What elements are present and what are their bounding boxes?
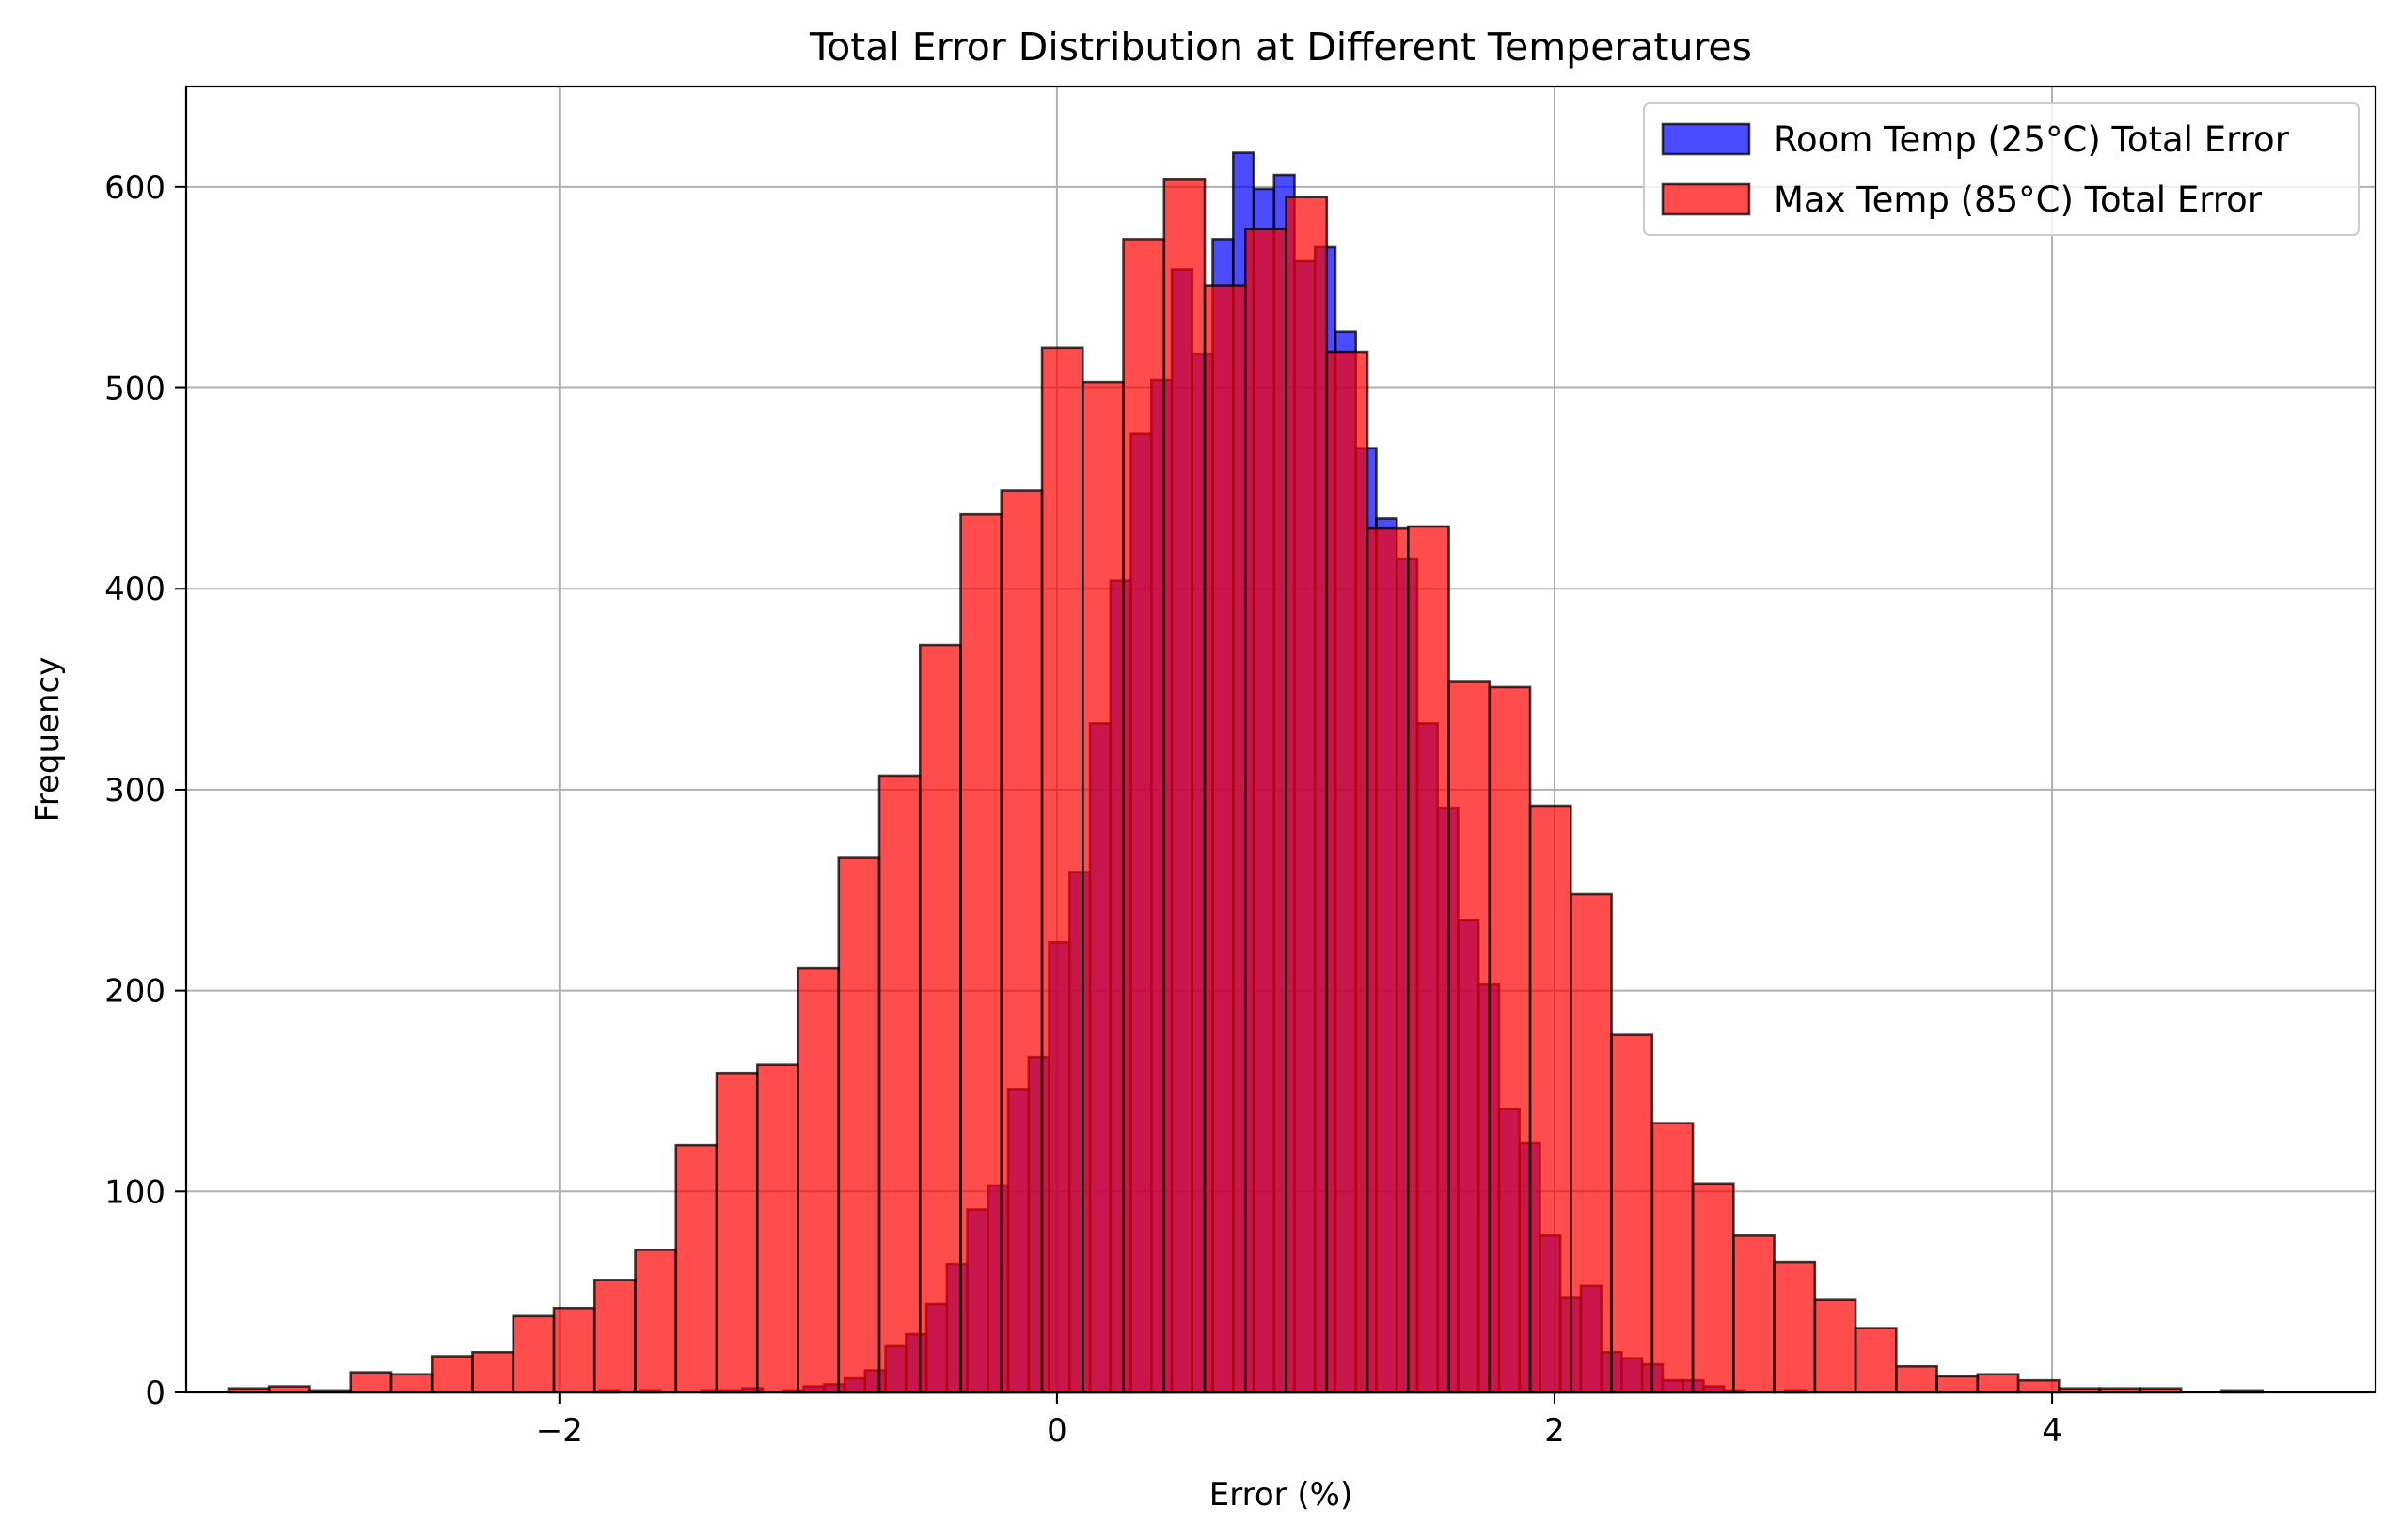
series-1-bar-27 bbox=[1325, 350, 1369, 1394]
series-1-bar-43 bbox=[1976, 1373, 2020, 1394]
series-1-bar-30 bbox=[1447, 680, 1492, 1394]
series-1-bar-33 bbox=[1570, 892, 1613, 1394]
series-1-bar-42 bbox=[1935, 1375, 1980, 1394]
series-1-bar-35 bbox=[1650, 1122, 1695, 1394]
series-1-bar-24 bbox=[1203, 284, 1247, 1394]
series-1-bar-29 bbox=[1407, 525, 1450, 1394]
series-1-bar-7 bbox=[512, 1314, 556, 1394]
series-1-bar-19 bbox=[1000, 489, 1044, 1394]
series-1-bar-17 bbox=[918, 643, 962, 1394]
y-tick-label-2: 200 bbox=[104, 973, 166, 1011]
series-1-bar-28 bbox=[1366, 526, 1410, 1394]
series-1-bar-37 bbox=[1732, 1234, 1776, 1394]
series-1-bar-13 bbox=[755, 1063, 799, 1394]
series-1-bar-25 bbox=[1244, 228, 1287, 1394]
y-tick-label-6: 600 bbox=[104, 169, 166, 207]
legend-label-1: Max Temp (85°C) Total Error bbox=[1774, 180, 2263, 220]
series-1-bar-44 bbox=[2016, 1378, 2061, 1394]
legend-swatch-1 bbox=[1661, 182, 1751, 216]
series-1-bar-36 bbox=[1691, 1182, 1735, 1394]
series-1-bar-26 bbox=[1285, 196, 1329, 1394]
series-1-bar-31 bbox=[1488, 685, 1532, 1394]
legend-swatch-0 bbox=[1661, 122, 1751, 156]
x-tick-label-1: 0 bbox=[1047, 1412, 1067, 1450]
series-1-bar-23 bbox=[1162, 177, 1207, 1394]
series-1-bar-38 bbox=[1773, 1260, 1817, 1394]
x-tick-label-3: 4 bbox=[2042, 1412, 2062, 1450]
series-1-bar-11 bbox=[674, 1143, 718, 1394]
legend: Room Temp (25°C) Total Error Max Temp (85… bbox=[1643, 102, 2360, 236]
series-1-bar-16 bbox=[877, 774, 922, 1394]
series-1-bar-41 bbox=[1895, 1364, 1938, 1394]
series-1-bar-40 bbox=[1854, 1327, 1898, 1394]
series-1-bar-21 bbox=[1081, 380, 1125, 1394]
series-1-bar-15 bbox=[837, 856, 881, 1394]
series-1-bar-34 bbox=[1610, 1033, 1654, 1394]
series-1-bar-8 bbox=[552, 1306, 596, 1394]
y-tick-label-1: 100 bbox=[104, 1173, 166, 1211]
ticks: −2 0 2 4 0 100 200 300 400 500 600 bbox=[104, 169, 2062, 1450]
y-axis-label: Frequency bbox=[29, 657, 67, 823]
legend-box bbox=[1643, 102, 2360, 236]
series-1-bar-6 bbox=[471, 1350, 515, 1394]
series-1-bar-9 bbox=[592, 1279, 637, 1394]
x-tick-label-2: 2 bbox=[1544, 1412, 1565, 1450]
bars bbox=[227, 151, 2264, 1394]
series-1-bar-18 bbox=[959, 512, 1003, 1394]
series-1-bar-12 bbox=[715, 1071, 759, 1394]
series-1-bar-5 bbox=[430, 1355, 474, 1394]
series-1-bar-14 bbox=[797, 966, 841, 1394]
y-tick-label-4: 400 bbox=[104, 571, 166, 608]
x-tick-label-0: −2 bbox=[536, 1412, 583, 1450]
y-tick-label-3: 300 bbox=[104, 772, 166, 809]
series-1-bar-10 bbox=[634, 1248, 678, 1394]
series-1-bar-4 bbox=[389, 1373, 434, 1394]
series-1-bar-32 bbox=[1528, 804, 1572, 1394]
legend-label-0: Room Temp (25°C) Total Error bbox=[1774, 119, 2290, 160]
series-1-bar-22 bbox=[1122, 238, 1166, 1394]
series-1-bar-3 bbox=[349, 1371, 393, 1394]
y-tick-label-0: 0 bbox=[145, 1375, 166, 1412]
chart-title: Total Error Distribution at Different Te… bbox=[809, 24, 1752, 70]
y-tick-label-5: 500 bbox=[104, 370, 166, 408]
x-axis-label: Error (%) bbox=[1209, 1476, 1353, 1514]
series-1-bar-39 bbox=[1813, 1298, 1857, 1394]
plot-frame bbox=[184, 85, 2377, 1394]
series-1-bar-20 bbox=[1040, 346, 1084, 1394]
